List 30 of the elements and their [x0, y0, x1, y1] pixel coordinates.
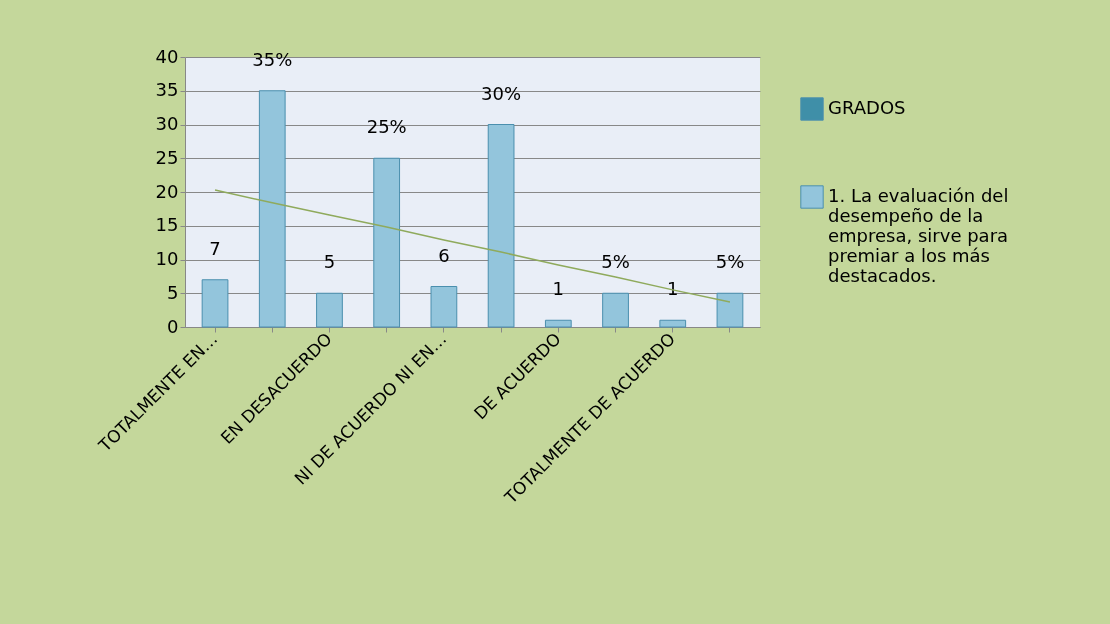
y-tick-label: 5 [167, 281, 179, 303]
y-tick-label: 25 [155, 146, 179, 168]
bar [373, 157, 401, 328]
legend-label: GRADOS [828, 97, 906, 118]
bar [258, 90, 286, 328]
y-tick-label: 0 [167, 315, 179, 337]
bar [316, 292, 343, 328]
y-tick-label: 40 [155, 45, 179, 67]
bar [544, 319, 572, 328]
data-label: 6 [438, 244, 450, 266]
y-tick-label: 20 [155, 180, 179, 202]
bar [716, 292, 744, 328]
data-label: 7 [209, 237, 221, 259]
bar [201, 279, 229, 328]
data-label: 30% [481, 82, 522, 104]
y-tick-label: 10 [155, 248, 179, 269]
y-tick-label: 35 [155, 79, 179, 101]
bar [659, 319, 687, 328]
y-tick-label: 15 [155, 214, 179, 236]
data-label: 25% [366, 116, 407, 138]
legend-label: 1. La evaluación del desempeño de la empresa, sirve para premiar a los más destacados. [828, 185, 1009, 286]
bar [487, 124, 515, 328]
data-label: 5% [715, 251, 745, 273]
data-label: 5% [601, 251, 630, 273]
bar [602, 292, 629, 328]
y-tick-label: 30 [155, 113, 179, 134]
data-label: 1 [552, 278, 565, 300]
bar [430, 286, 458, 328]
data-label: 35% [252, 48, 293, 70]
data-label: 5 [323, 251, 336, 273]
